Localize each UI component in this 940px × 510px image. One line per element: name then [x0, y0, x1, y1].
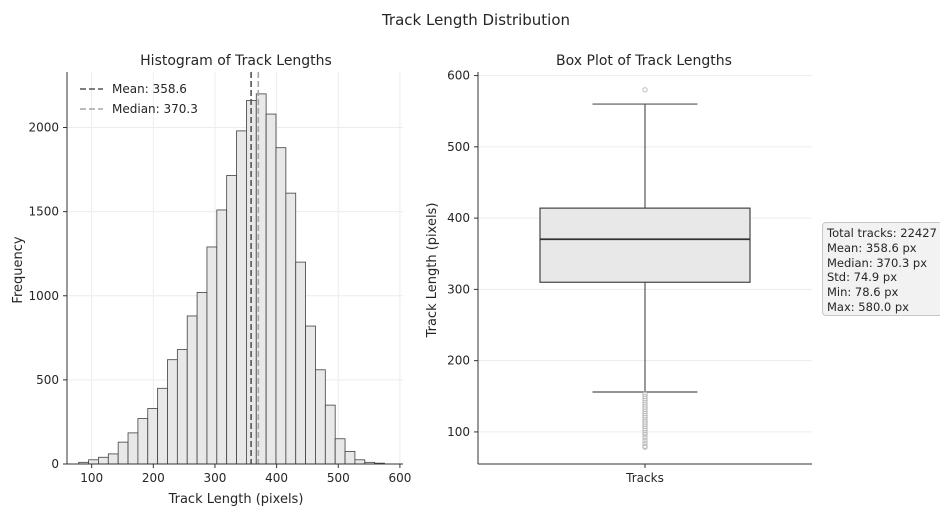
histogram-bar: [265, 113, 277, 465]
boxplot-y-tick-label: 100: [447, 425, 470, 439]
boxplot-title: Box Plot of Track Lengths: [556, 53, 732, 69]
histogram-bar: [315, 369, 326, 465]
histogram-y-tick-label: 2000: [28, 121, 59, 135]
histogram-bar: [324, 404, 336, 465]
histogram-bar: [98, 456, 109, 465]
stat-total-tracks: Total tracks: 22427: [827, 226, 937, 240]
histogram-bar: [88, 459, 99, 465]
outlier-point: [642, 87, 648, 93]
histogram-bar: [206, 246, 218, 465]
histogram-bar: [354, 459, 366, 465]
histogram-bar: [226, 175, 237, 465]
histogram-y-axis-label: Frequency: [11, 236, 26, 303]
histogram-y-tick-label: 500: [36, 373, 59, 387]
histogram-x-tick-label: 400: [265, 471, 288, 485]
histogram-bar: [344, 450, 356, 465]
stat-mean: Mean: 358.6 px: [827, 240, 917, 255]
histogram-x-tick-label: 200: [142, 471, 165, 485]
histogram-bar: [236, 130, 247, 465]
outlier-point: [642, 437, 648, 444]
legend-mean-label: Mean: 358.6: [112, 82, 187, 96]
boxplot-y-tick-label: 500: [447, 140, 470, 154]
histogram-bar: [334, 438, 346, 465]
boxplot-y-axis-label: Track Length (pixels): [425, 203, 440, 339]
histogram-bar: [147, 408, 159, 465]
histogram-x-tick-label: 600: [388, 471, 411, 485]
outlier-point: [642, 440, 648, 447]
histogram-title: Histogram of Track Lengths: [140, 53, 332, 69]
histogram-y-tick-label: 1000: [28, 289, 59, 303]
histogram-bar: [137, 418, 149, 465]
histogram-bar: [305, 325, 316, 465]
boxplot-category-label: Tracks: [625, 471, 664, 485]
histogram-x-tick-label: 100: [80, 471, 103, 485]
stat-std: Std: 74.9 px: [827, 270, 898, 285]
histogram-bar: [186, 315, 198, 465]
histogram-y-tick-label: 1500: [28, 205, 59, 219]
histogram-y-tick-label: 0: [51, 457, 59, 471]
histogram-bar: [295, 261, 306, 465]
histogram-bar: [107, 453, 119, 465]
histogram-bar: [216, 209, 228, 465]
histogram-bar: [167, 359, 178, 465]
histogram-x-axis-label: Track Length (pixels): [168, 492, 304, 506]
boxplot-y-tick-label: 600: [447, 69, 470, 83]
legend-median-label: Median: 370.3: [112, 102, 198, 116]
histogram-x-tick-label: 300: [204, 471, 227, 485]
boxplot-y-tick-label: 400: [447, 211, 470, 225]
histogram-bar: [157, 387, 168, 465]
histogram-legend: Mean: 358.6 Median: 370.3: [80, 82, 198, 116]
histogram-bar: [275, 147, 287, 465]
histogram-bar: [196, 291, 208, 465]
summary-stats-box: Total tracks: 22427 Mean: 358.6 px Media…: [822, 222, 940, 316]
boxplot-y-tick-label: 200: [447, 354, 470, 368]
stat-median: Median: 370.3 px: [827, 255, 928, 270]
interquartile-box: [539, 207, 751, 283]
histogram-x-tick-label: 500: [327, 471, 350, 485]
stat-max: Max: 580.0 px: [827, 299, 909, 314]
boxplot-panel: Box Plot of Track Lengths Track Length (…: [425, 53, 812, 485]
histogram-panel: Histogram of Track Lengths Track Length …: [11, 53, 411, 507]
histogram-bar: [285, 192, 297, 465]
histogram-bar: [176, 349, 188, 465]
outlier-point: [642, 444, 648, 450]
figure-title: Track Length Distribution: [381, 11, 570, 29]
outlier-point: [642, 429, 648, 436]
outlier-point: [642, 432, 648, 438]
outlier-point: [642, 434, 648, 441]
boxplot-y-tick-label: 300: [447, 282, 470, 296]
histogram-bar: [117, 441, 129, 465]
histogram-bar: [127, 432, 139, 465]
stat-min: Min: 78.6 px: [827, 285, 899, 300]
